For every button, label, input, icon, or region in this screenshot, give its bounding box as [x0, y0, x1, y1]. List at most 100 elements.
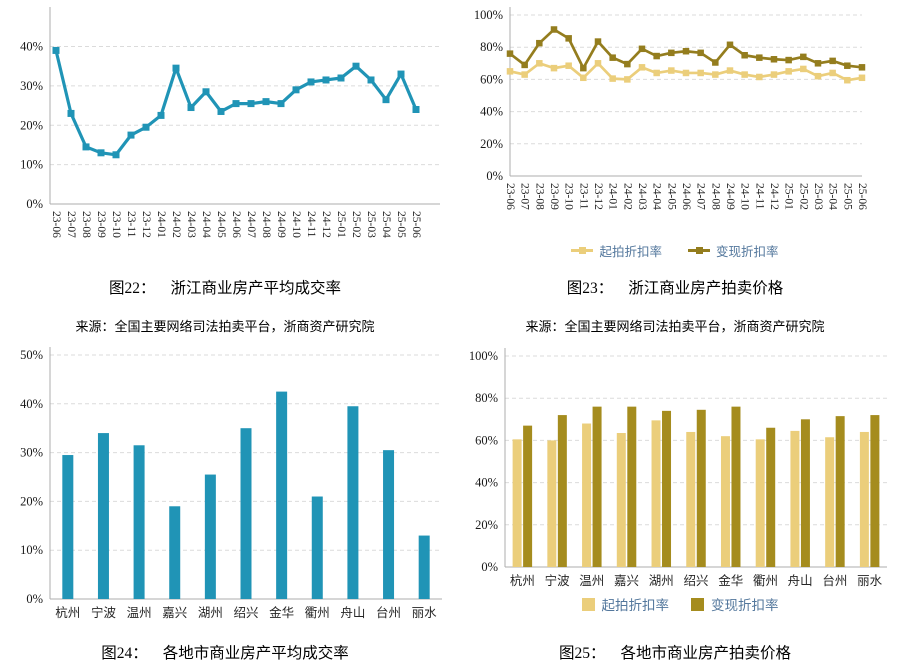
svg-text:丽水: 丽水	[857, 574, 883, 588]
square-marker-icon	[691, 597, 704, 611]
bar	[651, 420, 661, 567]
x-axis-labels: 23-06 23-07 23-08 23-09 23-10 23-11 23-12 24-01…	[504, 183, 868, 210]
data-point	[800, 65, 807, 73]
legend-label-bianxian: 变现折扣率	[716, 245, 779, 259]
legend-item-qipai: 起拍折扣率	[581, 594, 669, 614]
data-point	[247, 100, 255, 108]
bar	[133, 445, 145, 599]
svg-text:25-04: 25-04	[380, 211, 392, 238]
data-point	[172, 64, 180, 72]
bar	[686, 431, 696, 567]
svg-text:24-08: 24-08	[709, 183, 721, 210]
svg-text:20%: 20%	[480, 137, 503, 151]
bar	[582, 423, 592, 567]
data-point	[858, 74, 866, 82]
svg-text:24-11: 24-11	[305, 211, 317, 238]
figure25-bar-chart: 0% 20% 40% 60% 80% 100% 杭州 宁波 温州 嘉兴 湖州 绍兴 金华 衢州 舟山 台州 丽水	[469, 348, 887, 588]
svg-text:24-04: 24-04	[200, 211, 212, 238]
svg-text:嘉兴: 嘉兴	[162, 606, 187, 620]
data-point	[307, 78, 315, 86]
x-axis-labels: 杭州 宁波 温州 嘉兴 湖州 绍兴 金华 衢州 舟山 台州 丽水	[55, 605, 437, 620]
svg-text:10%: 10%	[20, 158, 43, 172]
figure22-title: 浙江商业房产平均成交率	[170, 280, 342, 297]
line-marker-icon	[688, 246, 710, 253]
data-point	[367, 76, 375, 84]
data-point	[624, 60, 631, 68]
svg-text:23-11: 23-11	[577, 183, 589, 210]
bar	[870, 415, 880, 567]
data-point	[712, 71, 719, 78]
data-point	[521, 61, 528, 69]
svg-text:60%: 60%	[475, 433, 498, 447]
svg-text:24-10: 24-10	[290, 211, 302, 238]
legend-item-qipai: 起拍折扣率	[571, 241, 662, 260]
svg-text:24-12: 24-12	[320, 211, 332, 238]
data-point	[844, 76, 851, 84]
data-point	[712, 59, 719, 66]
data-point	[82, 143, 90, 151]
data-point	[142, 123, 150, 131]
svg-text:25-04: 25-04	[827, 183, 839, 210]
data-point	[412, 106, 420, 113]
svg-text:湖州: 湖州	[198, 605, 223, 620]
svg-text:24-07: 24-07	[245, 211, 257, 238]
data-point	[638, 64, 646, 71]
svg-text:25-06: 25-06	[410, 211, 422, 238]
data-point	[756, 54, 763, 61]
axes	[504, 348, 887, 568]
bar	[418, 535, 430, 599]
figure25-legend: 起拍折扣率 变现折扣率	[455, 594, 900, 614]
svg-text:100%: 100%	[469, 349, 498, 363]
svg-text:绍兴: 绍兴	[233, 606, 258, 620]
bar	[204, 474, 216, 599]
data-point	[682, 69, 690, 77]
square-marker-icon	[581, 597, 595, 611]
data-point	[668, 49, 675, 57]
data-point	[609, 54, 616, 61]
bar	[97, 433, 109, 599]
svg-text:0%: 0%	[481, 560, 498, 574]
svg-text:衢州: 衢州	[753, 574, 778, 588]
figure25-number: 图25：	[558, 645, 606, 662]
bar	[547, 440, 557, 567]
bar	[240, 428, 252, 599]
figure25-title: 各地市商业房产拍卖价格	[620, 645, 792, 662]
data-point	[609, 75, 616, 82]
svg-text:湖州: 湖州	[649, 573, 674, 588]
bar	[859, 431, 869, 567]
bar	[276, 391, 288, 599]
data-point	[697, 69, 704, 77]
y-axis-labels: 0% 10% 20% 30% 40% 50%	[20, 348, 43, 606]
svg-text:24-06: 24-06	[230, 211, 242, 238]
data-point	[653, 52, 660, 60]
svg-text:0%: 0%	[26, 197, 43, 211]
svg-text:嘉兴: 嘉兴	[614, 574, 639, 588]
bar	[825, 437, 835, 567]
svg-text:24-02: 24-02	[170, 211, 182, 238]
figure25-caption: 图25： 各地市商业房产拍卖价格	[450, 644, 900, 663]
data-point	[594, 60, 602, 67]
svg-text:25-05: 25-05	[841, 183, 853, 210]
data-point	[67, 109, 75, 117]
svg-text:40%: 40%	[20, 397, 43, 411]
bar	[169, 506, 181, 599]
gridlines	[50, 46, 440, 166]
bar-series-2	[523, 406, 880, 567]
data-point	[550, 26, 558, 33]
data-point	[277, 100, 285, 108]
data-point	[521, 71, 528, 78]
line-series-2	[506, 26, 866, 72]
svg-text:金华: 金华	[269, 605, 294, 620]
bar	[523, 425, 533, 567]
svg-text:25-05: 25-05	[395, 211, 407, 238]
data-point	[785, 56, 792, 64]
data-point	[127, 131, 135, 139]
svg-text:25-01: 25-01	[335, 211, 347, 238]
svg-text:50%: 50%	[20, 348, 43, 362]
data-point	[52, 46, 60, 54]
data-point	[202, 88, 210, 96]
svg-text:40%: 40%	[480, 105, 503, 119]
svg-text:丽水: 丽水	[412, 606, 438, 620]
y-axis-labels: 0% 20% 40% 60% 80% 100%	[469, 349, 498, 574]
